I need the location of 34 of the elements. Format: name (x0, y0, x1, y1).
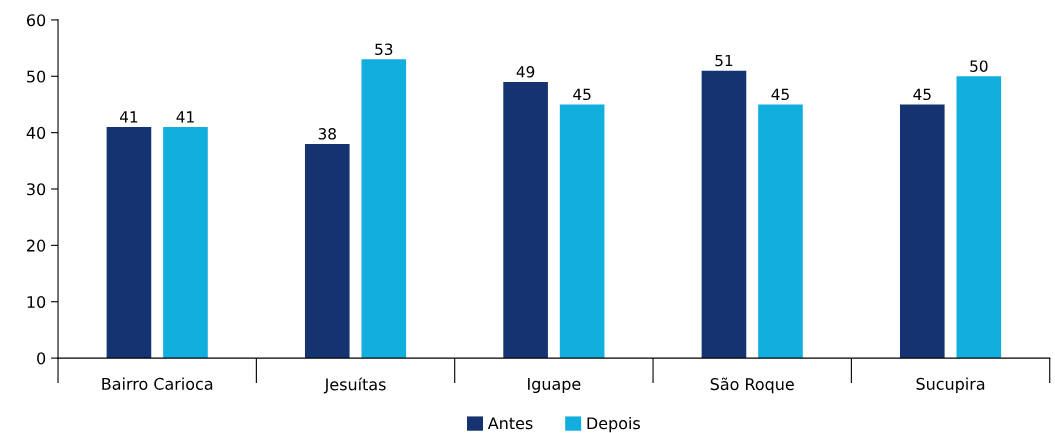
data-label: 41 (119, 111, 138, 123)
x-tick-label: Bairro Carioca (102, 377, 213, 390)
data-label: 53 (375, 43, 393, 56)
legend-label: Antes (487, 417, 533, 430)
bar (701, 70, 747, 359)
y-tick-label: 10 (27, 295, 46, 309)
bar (559, 104, 605, 359)
bar (304, 143, 350, 359)
x-tick-label: Jesuítas (323, 377, 386, 394)
data-label: 38 (318, 128, 336, 140)
x-tick-label: Sucupira (916, 377, 985, 393)
data-label: 51 (715, 54, 733, 67)
bar (503, 81, 548, 359)
data-label: 49 (516, 66, 535, 78)
bar (106, 127, 152, 359)
legend-label: Depois (587, 416, 640, 433)
y-tick-label: 50 (27, 70, 46, 83)
y-tick-label: 20 (27, 239, 46, 252)
y-tick-label: 40 (26, 126, 46, 139)
data-label: 45 (913, 88, 931, 101)
bar (758, 104, 803, 359)
y-tick-label: 0 (37, 352, 46, 365)
bar (163, 127, 208, 359)
y-tick-label: 60 (27, 14, 46, 27)
bar (361, 59, 407, 359)
bar (956, 76, 1002, 359)
data-label: 45 (573, 88, 591, 101)
data-label: 45 (771, 88, 789, 101)
data-label: 41 (176, 111, 194, 123)
x-tick-label: Iguape (528, 378, 581, 393)
bar (899, 104, 945, 359)
data-label: 50 (970, 60, 988, 72)
y-tick-label: 30 (27, 183, 46, 196)
x-tick-label: São Roque (710, 377, 794, 394)
